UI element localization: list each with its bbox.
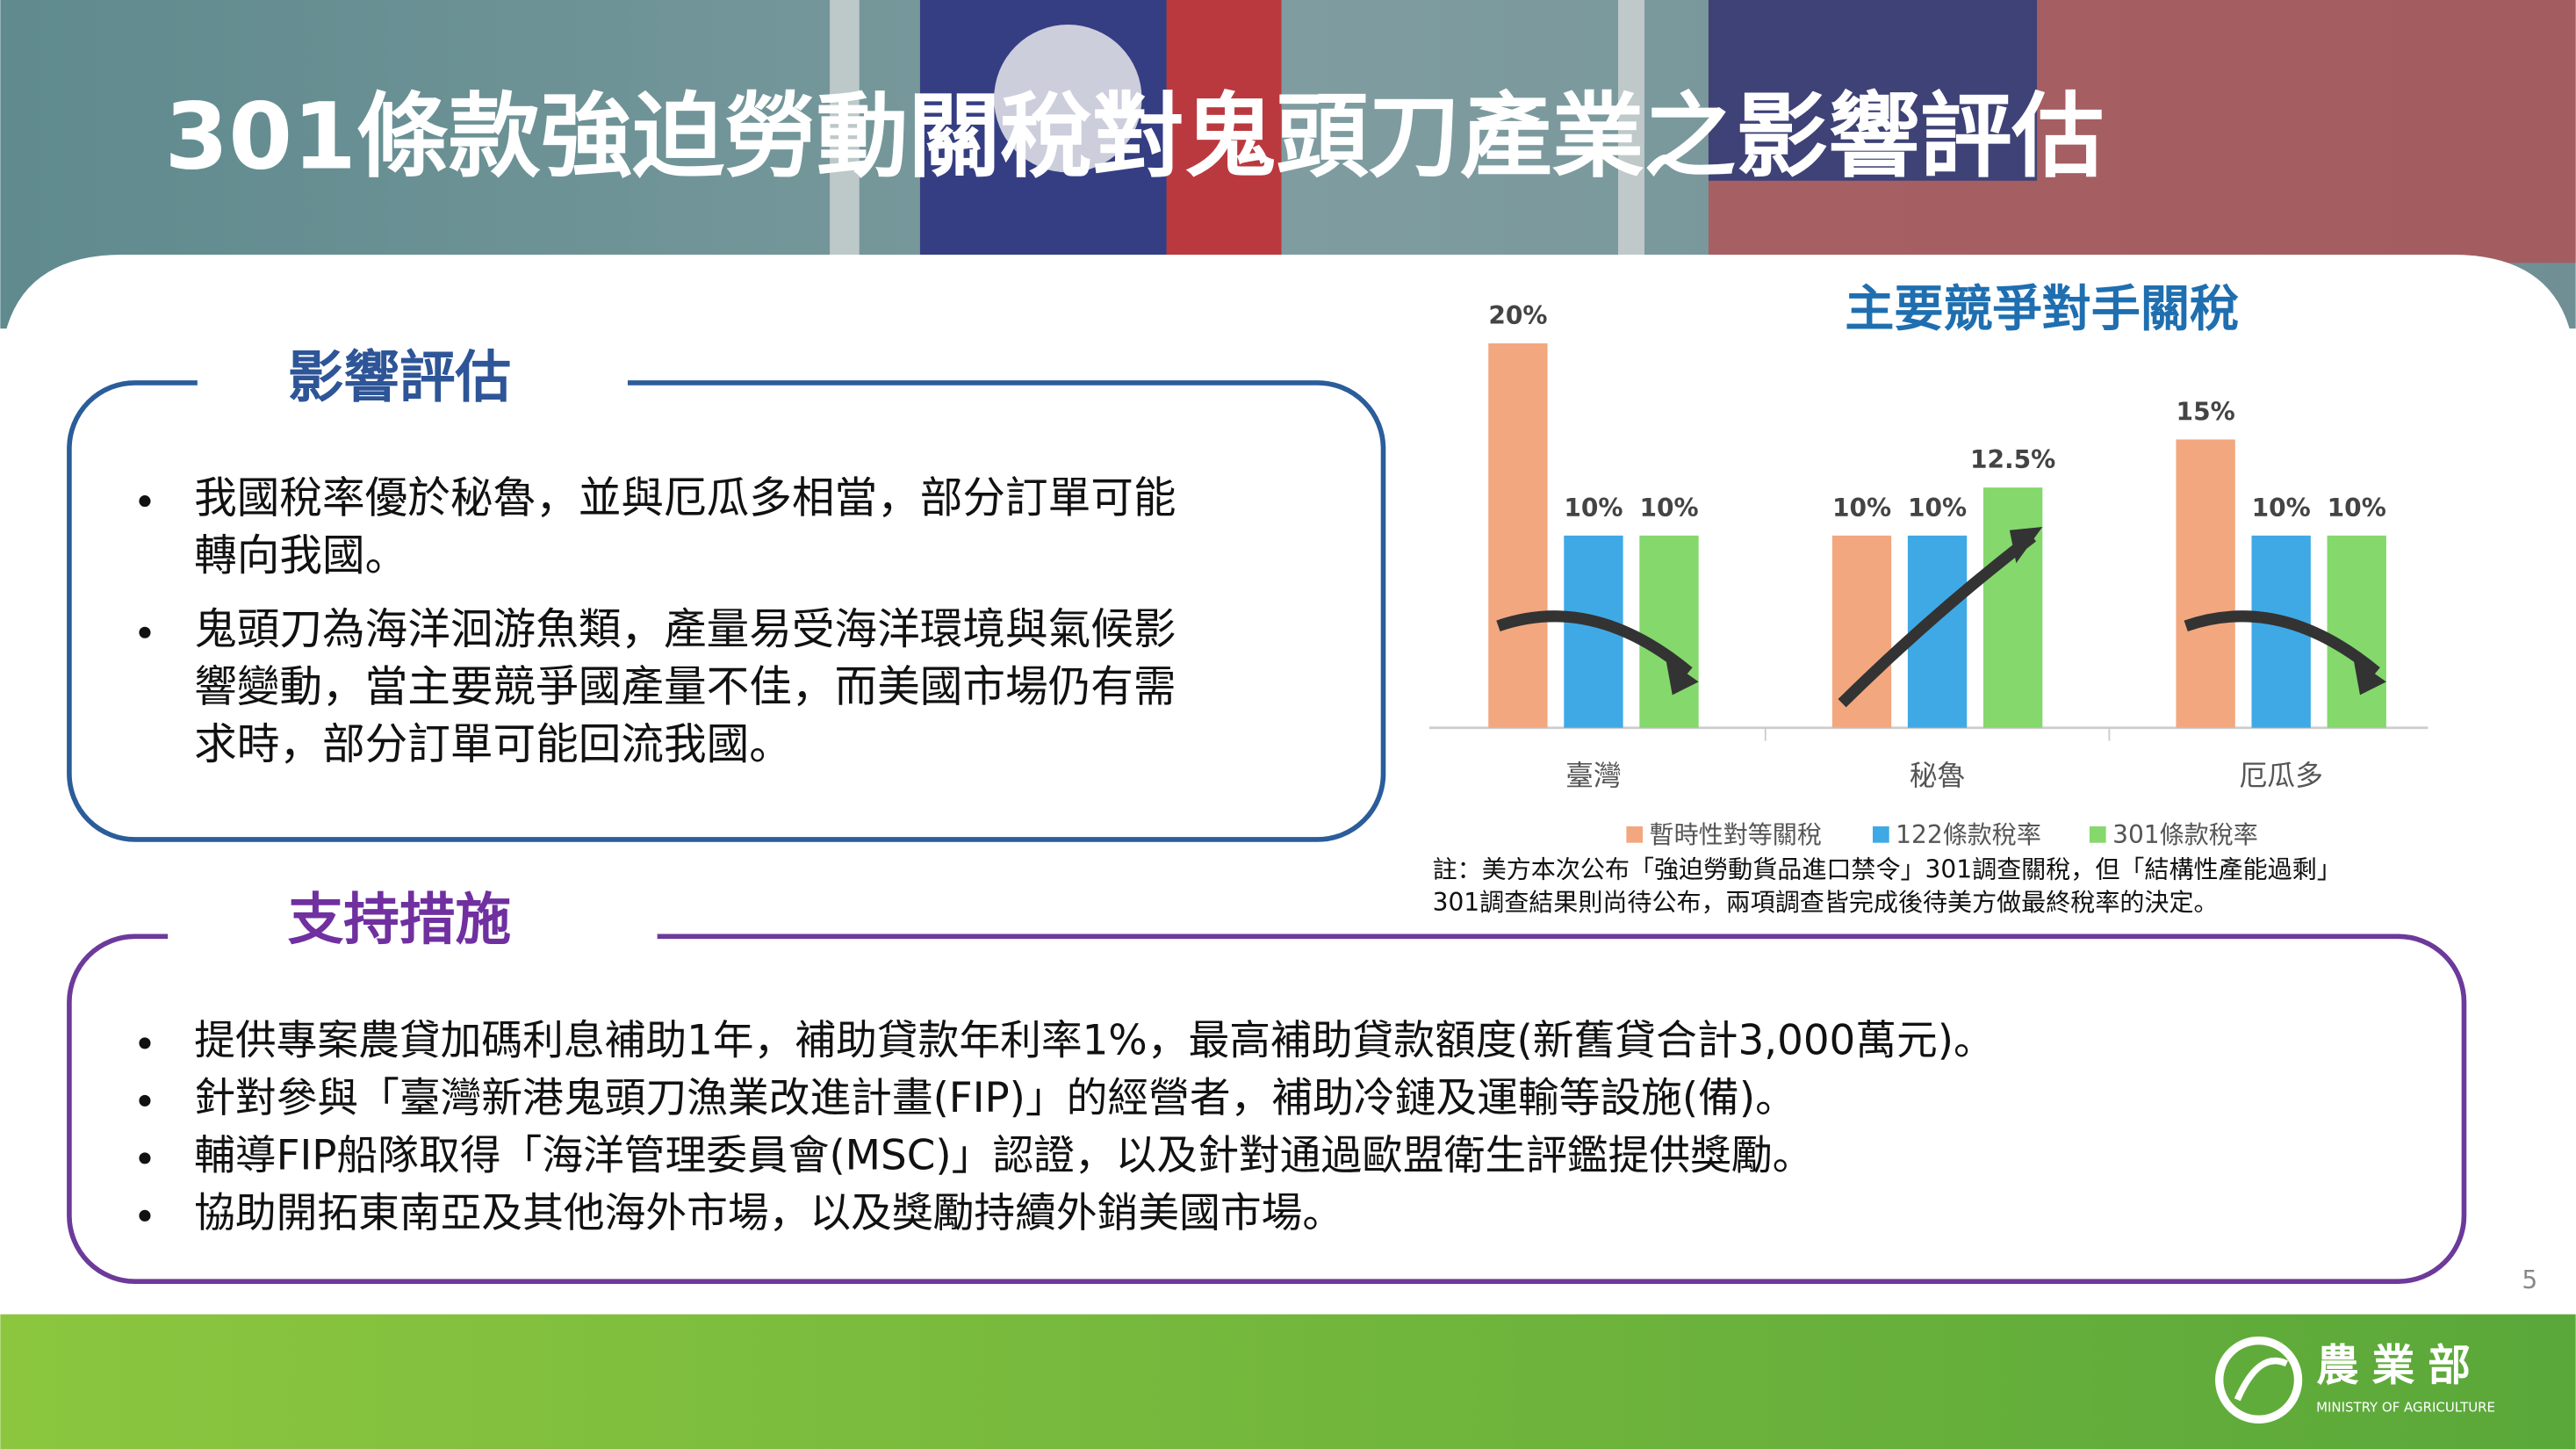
flag bbox=[994, 25, 1142, 173]
section-heading: 支持措施 bbox=[288, 887, 511, 952]
logo-icon bbox=[2215, 1336, 2303, 1424]
heading-gap bbox=[168, 915, 658, 958]
data-label: 10% bbox=[2328, 494, 2386, 523]
data-label: 10% bbox=[1908, 494, 1967, 523]
data-label: 10% bbox=[2252, 494, 2311, 523]
data-label: 10% bbox=[1564, 494, 1623, 523]
bullet-text: 響變動，當主要競爭國產量不佳，而美國市場仍有需 bbox=[194, 663, 1176, 712]
trend-arrow bbox=[1496, 610, 1693, 677]
flag bbox=[1708, 0, 2038, 181]
bullet-dot bbox=[139, 1209, 151, 1222]
legend-swatch bbox=[1626, 825, 1644, 843]
legend-swatch bbox=[1872, 825, 1889, 843]
trend-arrow-head bbox=[2353, 659, 2386, 696]
footer-band bbox=[0, 1314, 2576, 1449]
data-label: 15% bbox=[2177, 397, 2235, 426]
bar bbox=[1639, 535, 1699, 728]
bullet-text: 輔導FIP船隊取得「海洋管理委員會(MSC)」認證，以及針對通過歐盟衛生評鑑提供… bbox=[194, 1132, 1813, 1179]
chart-title: 主要競爭對手關稅 bbox=[1845, 281, 2239, 338]
bullet-text: 求時，部分訂單可能回流我國。 bbox=[194, 720, 792, 769]
legend-swatch bbox=[2089, 825, 2106, 843]
impact-box bbox=[67, 380, 1386, 842]
bullet-text: 鬼頭刀為海洋洄游魚類，產量易受海洋環境與氣候影 bbox=[194, 605, 1176, 654]
trend-arrow-head bbox=[1666, 659, 1699, 696]
logo-name: 農業部 bbox=[2316, 1341, 2484, 1390]
bullet-dot bbox=[139, 495, 151, 508]
bullet-dot bbox=[139, 626, 151, 638]
bullet-text: 提供專案農貸加碼利息補助1年，補助貸款年利率1%，最高補助貸款額度(新舊貸合計3… bbox=[194, 1017, 1995, 1064]
x-tick-label: 秘魯 bbox=[1910, 760, 1966, 792]
note: 301調查結果則尚待公布，兩項調查皆完成後待美方做最終稅率的決定。 bbox=[1433, 888, 2219, 917]
legend-label: 301條款稅率 bbox=[2112, 820, 2258, 849]
content-panel bbox=[0, 254, 2576, 1449]
bullet-text: 我國稅率優於秘魯，並與厄瓜多相當，部分訂單可能 bbox=[194, 474, 1176, 523]
bullet-text: 協助開拓東南亞及其他海外市場，以及獎勵持續外銷美國市場。 bbox=[194, 1190, 1343, 1237]
bar bbox=[2176, 439, 2235, 728]
bullet-dot bbox=[139, 1152, 151, 1164]
legend-label: 122條款稅率 bbox=[1896, 820, 2041, 849]
slide-title: 301條款強迫勞動關稅對鬼頭刀產業之影響評估 bbox=[164, 83, 2104, 191]
data-label: 20% bbox=[1488, 301, 1547, 330]
logo-subtitle: MINISTRY OF AGRICULTURE bbox=[2316, 1400, 2495, 1416]
legend-label: 暫時性對等關稅 bbox=[1650, 820, 1822, 849]
pole bbox=[1618, 0, 1644, 263]
bullet-text: 針對參與「臺灣新港鬼頭刀漁業改進計畫(FIP)」的經營者，補助冷鏈及運輸等設施(… bbox=[194, 1075, 1796, 1122]
bar bbox=[2327, 535, 2386, 728]
heading-gap bbox=[197, 361, 628, 405]
note: 註：美方本次公布「強迫勞動貨品進口禁令」301調查關稅，但「結構性產能過剩」 bbox=[1433, 854, 2342, 883]
bullet-dot bbox=[139, 1037, 151, 1049]
data-label: 10% bbox=[1639, 494, 1698, 523]
bullet-dot bbox=[139, 1094, 151, 1107]
page-number: 5 bbox=[2522, 1265, 2537, 1294]
data-label: 12.5% bbox=[1970, 445, 2055, 474]
bullet-text: 轉向我國。 bbox=[194, 531, 407, 580]
x-tick-label: 臺灣 bbox=[1565, 760, 1622, 792]
support-box bbox=[67, 934, 2467, 1284]
logo-icon bbox=[2234, 1357, 2289, 1402]
data-label: 10% bbox=[1832, 494, 1891, 523]
bar bbox=[1488, 342, 1548, 728]
trend-arrow bbox=[1838, 532, 2037, 708]
trend-arrow bbox=[2184, 610, 2380, 677]
trend-arrow-head bbox=[2009, 527, 2043, 564]
x-tick-label: 厄瓜多 bbox=[2239, 760, 2322, 792]
bar bbox=[1982, 487, 2043, 728]
pole bbox=[830, 0, 860, 263]
section-heading: 影響評估 bbox=[288, 345, 511, 410]
